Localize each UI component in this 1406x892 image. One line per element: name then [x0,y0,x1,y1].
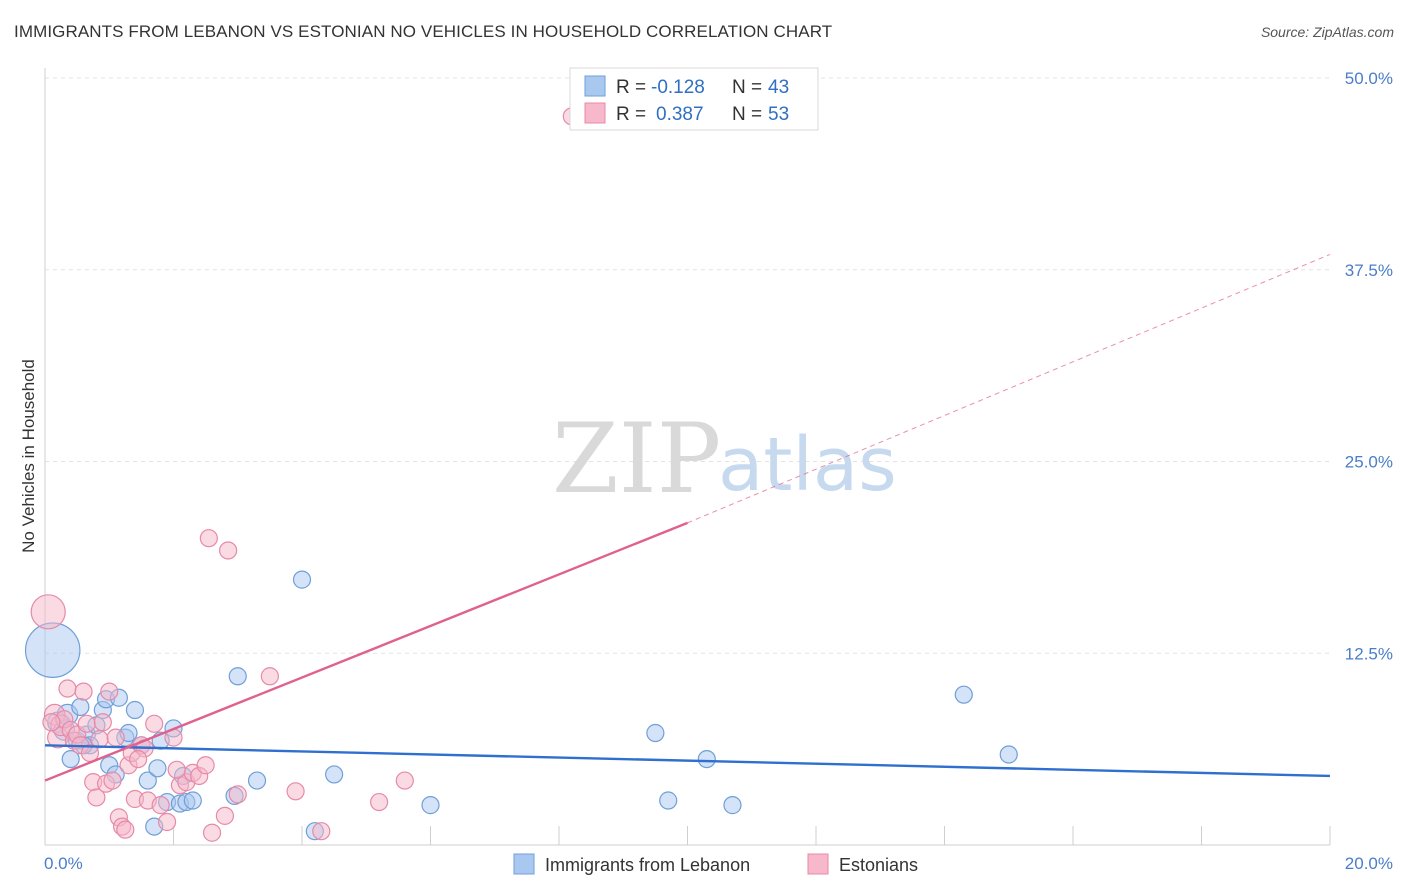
x-tick-label-max: 20.0% [1345,854,1393,873]
chart-source: Source: ZipAtlas.com [1260,24,1394,40]
chart-title: IMMIGRANTS FROM LEBANON VS ESTONIAN NO V… [14,22,833,41]
point-estonians-31 [157,812,177,832]
point-estonians-42 [286,782,305,801]
trend-line-estonians [44,521,688,782]
data-points [24,107,1018,842]
point-lebanon-32 [292,570,312,589]
point-estonians-15 [90,730,109,749]
bottom-legend-swatch-estonians [807,853,829,875]
watermark-zip: ZIP [552,403,721,515]
point-lebanon-17 [125,700,145,720]
point-estonians-10 [74,682,93,701]
point-estonians-19 [103,771,122,790]
point-estonians-23 [116,820,135,839]
point-lebanon-28 [183,791,202,810]
point-estonians-46 [199,529,218,548]
bottom-legend-label-lebanon: Immigrants from Lebanon [545,855,750,875]
point-lebanon-30 [228,667,247,686]
point-lebanon-34 [325,765,344,784]
legend-n-label-estonians: N = [732,104,762,125]
trend-line-dashed-estonians [687,253,1331,524]
point-estonians-44 [370,792,389,812]
y-axis-label: No Vehicles in Household [19,359,38,553]
y-tick-label-0: 12.5% [1345,644,1393,663]
legend-n-value-lebanon: 43 [768,77,789,98]
legend-swatch-estonians [584,102,606,124]
bottom-legend-swatch-lebanon [513,853,535,875]
point-lebanon-39 [723,796,742,815]
point-estonians-39 [215,806,234,825]
legend-r-label-estonians: R = [616,104,646,125]
trend-line-lebanon [44,744,1331,778]
point-lebanon-4 [61,749,80,769]
point-lebanon-19 [138,771,157,790]
bottom-legend: Immigrants from Lebanon Estonians [513,853,918,875]
watermark-atlas: atlas [718,422,897,508]
y-tick-labels: 12.5% 25.0% 37.5% 50.0% [1345,69,1393,663]
legend-swatch-lebanon [584,75,606,97]
point-estonians-47 [219,541,238,560]
point-estonians-29 [145,714,164,733]
point-lebanon-37 [659,791,678,810]
point-lebanon-0 [24,622,81,678]
point-lebanon-35 [421,796,440,815]
point-estonians-18 [100,682,119,701]
trend-lines [44,253,1331,782]
legend-n-value-estonians: 53 [768,104,789,125]
y-tick-label-3: 50.0% [1345,69,1393,88]
legend-r-value-estonians: 0.387 [656,104,704,125]
point-estonians-40 [228,785,247,804]
legend-r-value-lebanon: -0.128 [651,77,705,98]
x-tick-labels: 0.0% 20.0% [44,854,1393,873]
legend: R = -0.128 N = 43 R = 0.387 N = 53 [569,67,819,131]
point-estonians-52 [167,760,186,779]
y-tick-label-2: 37.5% [1345,261,1393,280]
point-lebanon-6 [71,697,90,717]
point-estonians-41 [260,667,279,686]
point-estonians-0 [30,594,66,630]
point-lebanon-21 [148,759,167,778]
gridlines [45,77,1330,654]
point-estonians-37 [196,756,215,775]
point-estonians-38 [202,823,222,842]
point-lebanon-41 [999,745,1018,764]
point-estonians-51 [129,749,148,769]
point-estonians-11 [77,714,96,733]
watermark: ZIP atlas [552,403,897,515]
legend-r-label-lebanon: R = [616,77,646,98]
y-tick-label-1: 25.0% [1345,453,1393,472]
x-tick-label-min: 0.0% [44,854,83,873]
point-estonians-43 [312,822,331,841]
point-lebanon-36 [646,723,665,743]
point-lebanon-38 [697,749,716,769]
point-lebanon-31 [247,771,267,790]
point-lebanon-40 [954,685,973,704]
bottom-legend-label-estonians: Estonians [839,855,918,875]
legend-n-label-lebanon: N = [732,77,762,98]
point-estonians-5 [58,679,77,698]
point-estonians-30 [151,796,170,815]
point-estonians-45 [395,771,414,790]
point-estonians-14 [87,788,106,807]
point-estonians-20 [106,728,125,747]
point-estonians-16 [93,713,112,732]
point-estonians-50 [42,713,61,732]
